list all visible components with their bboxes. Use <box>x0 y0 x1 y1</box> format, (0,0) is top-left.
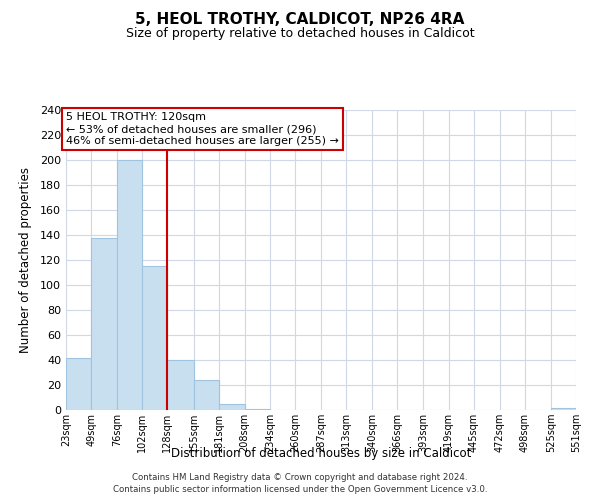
Text: Contains public sector information licensed under the Open Government Licence v3: Contains public sector information licen… <box>113 485 487 494</box>
Bar <box>117 160 142 410</box>
Bar <box>193 380 218 410</box>
Bar <box>91 238 117 410</box>
Y-axis label: Number of detached properties: Number of detached properties <box>19 167 32 353</box>
Bar <box>245 409 270 410</box>
Bar <box>551 408 576 410</box>
Text: 5, HEOL TROTHY, CALDICOT, NP26 4RA: 5, HEOL TROTHY, CALDICOT, NP26 4RA <box>136 12 464 28</box>
Text: 5 HEOL TROTHY: 120sqm
← 53% of detached houses are smaller (296)
46% of semi-det: 5 HEOL TROTHY: 120sqm ← 53% of detached … <box>66 112 339 146</box>
Bar <box>142 266 167 410</box>
Bar <box>66 358 91 410</box>
Text: Size of property relative to detached houses in Caldicot: Size of property relative to detached ho… <box>125 28 475 40</box>
Text: Contains HM Land Registry data © Crown copyright and database right 2024.: Contains HM Land Registry data © Crown c… <box>132 472 468 482</box>
Text: Distribution of detached houses by size in Caldicot: Distribution of detached houses by size … <box>171 448 471 460</box>
Bar <box>167 360 194 410</box>
Bar <box>218 404 245 410</box>
